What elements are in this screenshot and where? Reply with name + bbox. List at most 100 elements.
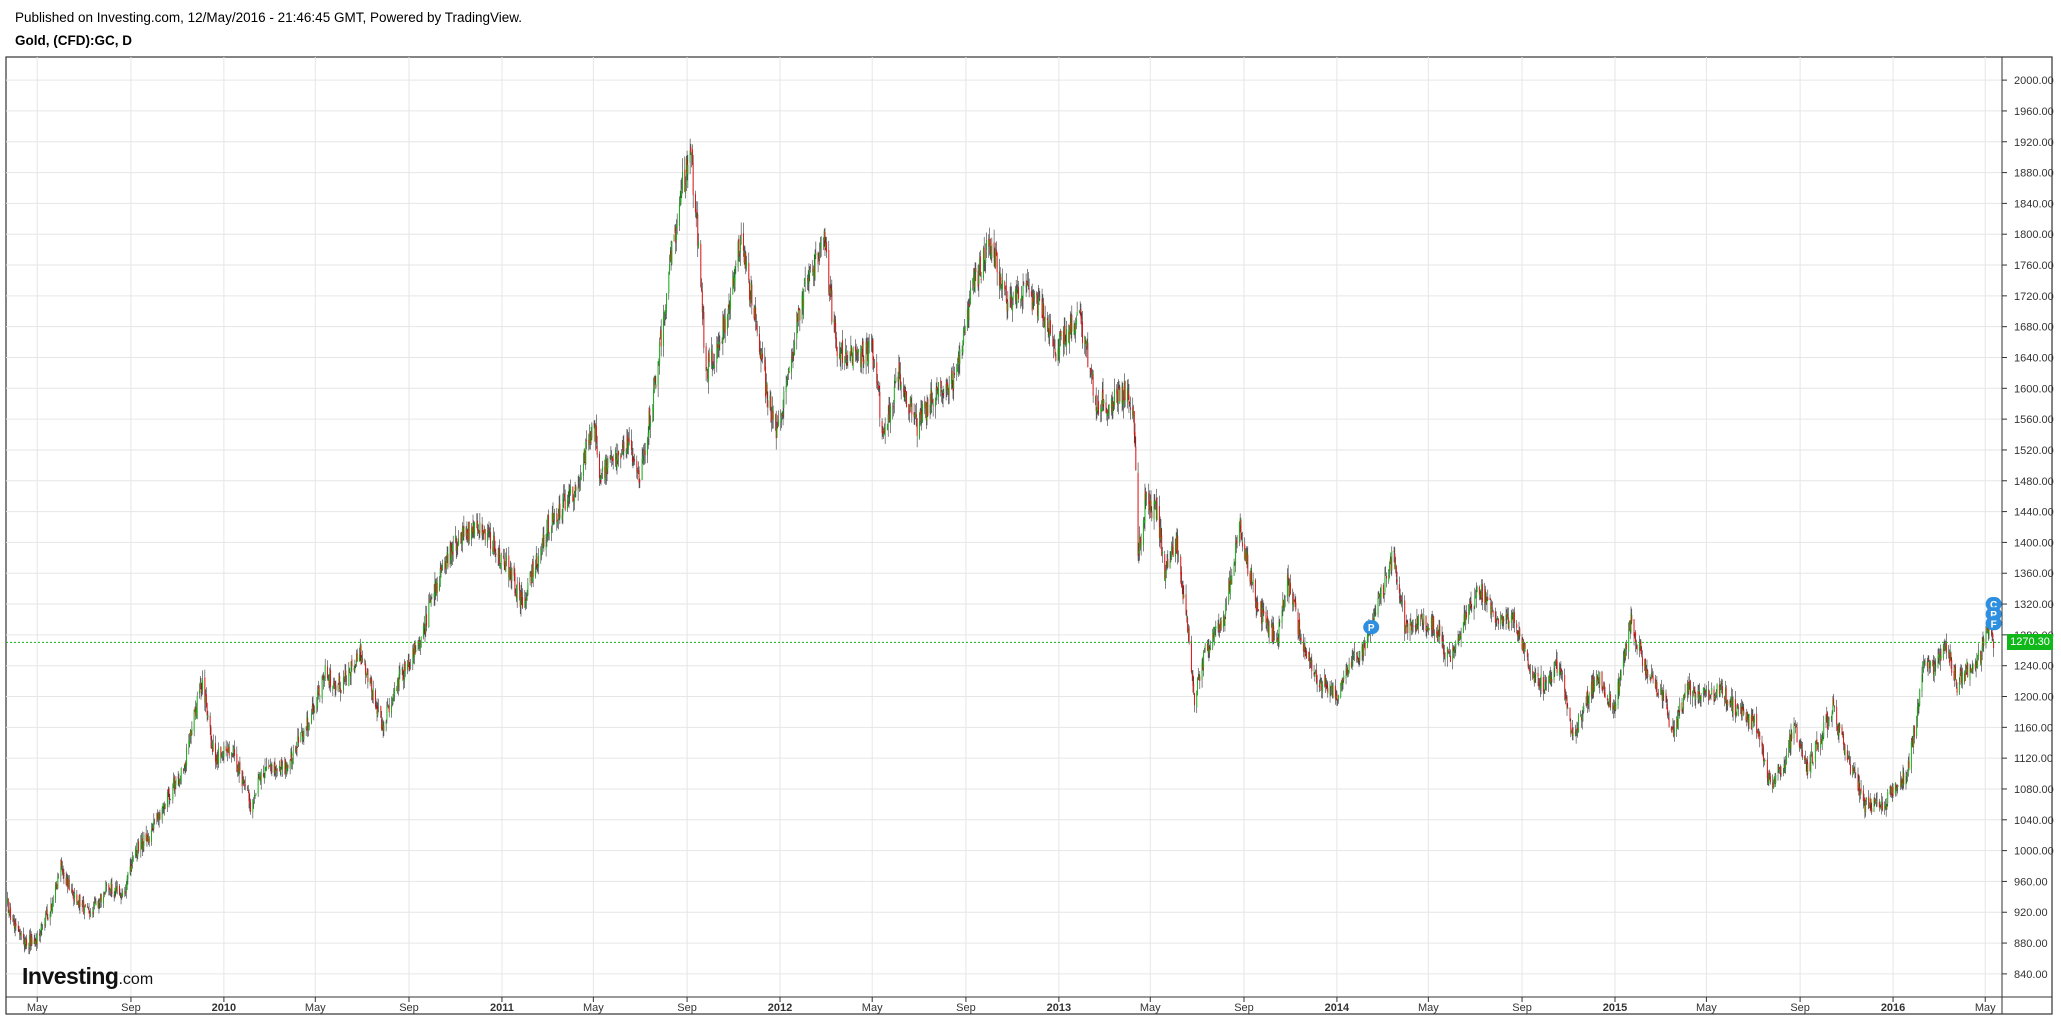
- candle[interactable]: [1748, 713, 1750, 730]
- candle[interactable]: [575, 484, 577, 498]
- candle[interactable]: [205, 687, 207, 708]
- candle[interactable]: [131, 851, 133, 869]
- candle[interactable]: [621, 440, 623, 455]
- candle[interactable]: [513, 562, 515, 582]
- candle[interactable]: [694, 190, 696, 218]
- candle[interactable]: [442, 559, 444, 571]
- candle[interactable]: [195, 700, 197, 720]
- candle[interactable]: [1028, 278, 1030, 298]
- candle[interactable]: [1666, 695, 1668, 710]
- candle[interactable]: [494, 540, 496, 558]
- candle[interactable]: [966, 301, 968, 331]
- candle[interactable]: [932, 398, 934, 417]
- candle[interactable]: [413, 640, 415, 665]
- candle[interactable]: [1724, 680, 1726, 704]
- candle[interactable]: [1209, 644, 1211, 658]
- candle[interactable]: [237, 764, 239, 777]
- candle[interactable]: [786, 376, 788, 388]
- candle[interactable]: [1411, 619, 1413, 635]
- candle[interactable]: [710, 337, 712, 370]
- candle[interactable]: [1164, 550, 1166, 582]
- candle[interactable]: [1102, 378, 1104, 412]
- candle[interactable]: [1329, 680, 1331, 703]
- candle[interactable]: [1548, 675, 1550, 693]
- candle[interactable]: [982, 245, 984, 281]
- candle[interactable]: [194, 706, 196, 713]
- candle[interactable]: [1208, 639, 1210, 662]
- candle[interactable]: [829, 275, 831, 301]
- candle[interactable]: [285, 761, 287, 777]
- candle[interactable]: [429, 594, 431, 603]
- candle[interactable]: [1193, 692, 1195, 713]
- candle[interactable]: [332, 685, 334, 697]
- candle[interactable]: [633, 456, 635, 466]
- candle[interactable]: [841, 342, 843, 354]
- candle[interactable]: [767, 391, 769, 416]
- candle[interactable]: [1473, 605, 1475, 620]
- candle[interactable]: [722, 310, 724, 356]
- candle[interactable]: [1405, 614, 1407, 634]
- candle[interactable]: [1593, 669, 1595, 698]
- candle[interactable]: [1321, 680, 1323, 699]
- candle[interactable]: [1112, 396, 1114, 419]
- candle[interactable]: [228, 741, 230, 759]
- candle[interactable]: [1441, 626, 1443, 648]
- candle[interactable]: [1204, 642, 1206, 653]
- candle[interactable]: [766, 382, 768, 408]
- candle[interactable]: [270, 763, 272, 775]
- candle[interactable]: [1229, 570, 1231, 594]
- candle[interactable]: [445, 556, 447, 575]
- candle[interactable]: [173, 774, 175, 794]
- candle[interactable]: [1217, 619, 1219, 633]
- candle[interactable]: [1454, 644, 1456, 654]
- candle[interactable]: [1036, 291, 1038, 304]
- candle[interactable]: [135, 845, 137, 859]
- candle[interactable]: [1046, 311, 1048, 333]
- candle[interactable]: [1645, 664, 1647, 680]
- candle[interactable]: [1139, 536, 1141, 551]
- candle[interactable]: [1550, 670, 1552, 687]
- candle[interactable]: [502, 548, 504, 560]
- candle[interactable]: [716, 336, 718, 373]
- candle[interactable]: [1295, 596, 1297, 612]
- candle[interactable]: [989, 227, 991, 256]
- candle[interactable]: [215, 735, 217, 770]
- candle[interactable]: [94, 896, 96, 904]
- candle[interactable]: [1000, 273, 1002, 289]
- candle[interactable]: [1314, 671, 1316, 682]
- candle[interactable]: [1011, 297, 1013, 322]
- candle[interactable]: [760, 348, 762, 373]
- candle[interactable]: [579, 477, 581, 492]
- candle[interactable]: [9, 901, 11, 917]
- candle[interactable]: [991, 237, 993, 264]
- candle[interactable]: [1721, 679, 1723, 698]
- candle[interactable]: [140, 834, 142, 858]
- candle[interactable]: [553, 513, 555, 525]
- candle[interactable]: [1700, 693, 1702, 707]
- candle[interactable]: [1686, 680, 1688, 702]
- candle[interactable]: [195, 702, 197, 719]
- candle[interactable]: [1310, 656, 1312, 669]
- candle[interactable]: [164, 803, 166, 810]
- candle[interactable]: [596, 435, 598, 458]
- candle[interactable]: [611, 450, 613, 467]
- candle[interactable]: [209, 712, 211, 735]
- candle[interactable]: [1060, 330, 1062, 341]
- candle[interactable]: [130, 857, 132, 877]
- candle[interactable]: [1516, 619, 1518, 634]
- candle[interactable]: [1399, 588, 1401, 604]
- candle[interactable]: [723, 309, 725, 339]
- candle[interactable]: [269, 758, 271, 772]
- candle[interactable]: [493, 531, 495, 555]
- candle[interactable]: [1356, 652, 1358, 663]
- candle[interactable]: [728, 293, 730, 315]
- candle[interactable]: [381, 717, 383, 731]
- candle[interactable]: [291, 757, 293, 770]
- candle[interactable]: [1614, 702, 1616, 719]
- candle[interactable]: [701, 278, 703, 293]
- candle[interactable]: [838, 341, 840, 359]
- candle[interactable]: [1389, 552, 1391, 565]
- candle[interactable]: [809, 266, 811, 282]
- candle[interactable]: [1740, 698, 1742, 721]
- candle[interactable]: [50, 897, 52, 917]
